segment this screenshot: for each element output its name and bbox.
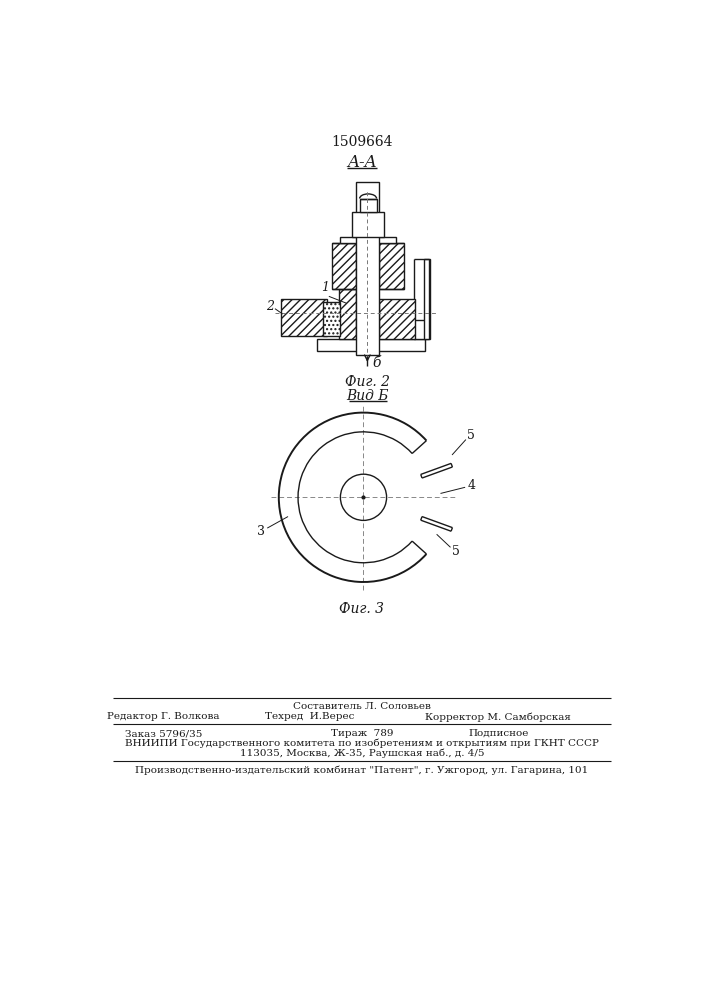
Text: 113035, Москва, Ж-35, Раушская наб., д. 4/5: 113035, Москва, Ж-35, Раушская наб., д. …	[240, 749, 484, 758]
Bar	[340, 237, 396, 243]
Bar	[281, 299, 327, 336]
Bar	[317, 339, 425, 351]
Text: Редактор Г. Волкова: Редактор Г. Волкова	[107, 712, 220, 721]
Bar	[324, 302, 340, 336]
Text: Производственно-издательский комбинат "Патент", г. Ужгород, ул. Гагарина, 101: Производственно-издательский комбинат "П…	[135, 766, 588, 775]
Bar	[281, 299, 327, 336]
Text: 4: 4	[467, 479, 475, 492]
Bar	[379, 299, 415, 339]
Text: ВНИИПИ Государственного комитета по изобретениям и открытиям при ГКНТ СССР: ВНИИПИ Государственного комитета по изоб…	[125, 739, 599, 748]
Bar	[352, 212, 385, 237]
Bar	[332, 243, 356, 289]
Bar	[360, 199, 377, 212]
Bar	[356, 182, 379, 355]
Text: Техред  И.Верес: Техред И.Верес	[265, 712, 354, 721]
Text: Подписное: Подписное	[468, 729, 528, 738]
Text: 1509664: 1509664	[331, 135, 392, 149]
Text: Тираж  789: Тираж 789	[331, 729, 393, 738]
Bar	[332, 243, 356, 289]
Text: Корректор М. Самборская: Корректор М. Самборская	[426, 712, 571, 722]
Bar	[379, 243, 404, 289]
Text: A-A: A-A	[347, 154, 377, 171]
Text: Вид Б: Вид Б	[346, 389, 389, 403]
Text: Фиг. 3: Фиг. 3	[339, 602, 385, 616]
Bar	[379, 299, 415, 339]
Bar	[379, 243, 404, 289]
Bar	[339, 289, 356, 339]
Text: 5: 5	[467, 429, 475, 442]
Text: Фиг. 2: Фиг. 2	[345, 375, 390, 389]
Text: 5: 5	[452, 545, 460, 558]
Text: Составитель Л. Соловьев: Составитель Л. Соловьев	[293, 702, 431, 711]
Text: 3: 3	[257, 525, 265, 538]
Bar	[324, 302, 340, 336]
Bar	[339, 289, 356, 339]
Bar	[423, 259, 431, 339]
Text: Заказ 5796/35: Заказ 5796/35	[124, 729, 202, 738]
Text: б: б	[373, 356, 381, 370]
Text: 1: 1	[321, 281, 329, 294]
Text: 2: 2	[266, 300, 274, 313]
Bar	[414, 320, 429, 339]
